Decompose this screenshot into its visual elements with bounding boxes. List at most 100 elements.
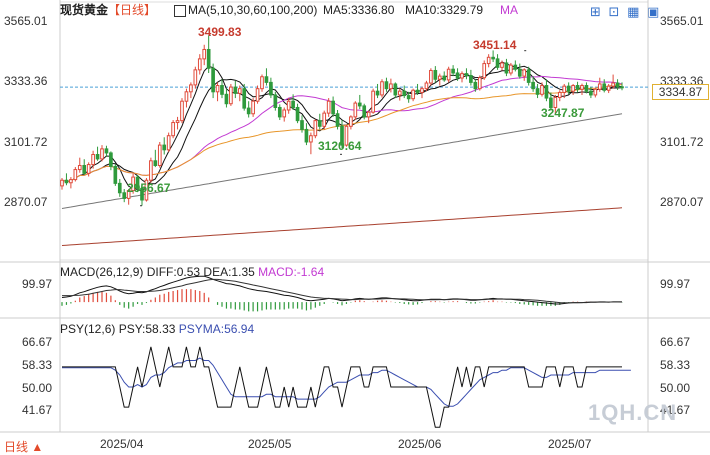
- psy-tick-right-1: 58.33: [660, 358, 691, 372]
- candle-body: [411, 89, 415, 100]
- candle-body: [251, 100, 255, 115]
- candle-body: [122, 192, 127, 199]
- expand-icon[interactable]: ⊞: [590, 4, 603, 19]
- candle-body: [215, 85, 220, 93]
- candle-body: [429, 69, 433, 84]
- candle-body: [486, 56, 491, 65]
- candle-body: [295, 106, 300, 122]
- y-tick-right-3: 2870.07: [660, 195, 704, 209]
- candle-body: [517, 68, 522, 77]
- candle-body: [384, 81, 389, 90]
- candle-body: [553, 96, 558, 108]
- candle-body: [113, 165, 118, 184]
- candle-body: [317, 120, 322, 127]
- candle-body: [482, 63, 487, 79]
- candle-body: [237, 88, 242, 94]
- candle-body: [193, 69, 198, 86]
- candle-body: [424, 82, 429, 90]
- candle-body: [495, 58, 500, 68]
- candle-body: [597, 83, 602, 90]
- candle-body: [100, 148, 104, 160]
- period-selector[interactable]: 【日线】: [108, 3, 157, 17]
- candle-body: [77, 164, 82, 171]
- candle-body: [109, 152, 113, 167]
- candle-body: [451, 68, 455, 74]
- period-badge[interactable]: 日线 ▲: [4, 440, 44, 454]
- candle-body: [415, 89, 420, 93]
- candle-body: [335, 113, 340, 127]
- psy-tick-right-0: 66.67: [660, 335, 691, 349]
- ma200-line: [61, 207, 623, 246]
- macd-tick-right: 99.97: [660, 277, 691, 291]
- candle-body: [82, 164, 87, 174]
- candle-body: [371, 90, 375, 113]
- annotation-low-3120: 3120.64: [318, 139, 362, 153]
- psyma-value: PSYMA:56.94: [178, 322, 255, 336]
- candle-body: [64, 179, 69, 184]
- candle-body: [229, 86, 233, 105]
- candle-body: [393, 83, 398, 96]
- psy-line: [62, 346, 622, 428]
- macd-diff: DIFF:0.53: [146, 265, 201, 279]
- candle-body: [406, 95, 411, 100]
- candle-body: [304, 128, 309, 143]
- psy-tick-left-2: 50.00: [22, 381, 53, 395]
- candle-body: [535, 88, 540, 95]
- ma-more-label: MA: [500, 3, 518, 17]
- macd-tick-left: 99.97: [22, 277, 53, 291]
- candle-body: [575, 85, 580, 90]
- candle-body: [509, 64, 513, 74]
- candle-body: [126, 190, 131, 199]
- grid-icon[interactable]: ▦: [627, 4, 642, 19]
- psy-legend: PSY(12,6) PSY:58.33 PSYMA:56.94: [60, 322, 254, 336]
- candle-body: [566, 85, 571, 92]
- settings-icon[interactable]: ▣: [646, 4, 662, 19]
- candle-body: [91, 154, 95, 166]
- x-label-0: 2025/04: [100, 437, 144, 451]
- psy-value: PSY:58.33: [118, 322, 176, 336]
- y-tick-left-2: 3101.72: [4, 135, 48, 149]
- candle-body: [277, 106, 282, 118]
- candle-body: [437, 75, 442, 80]
- candle-body: [500, 62, 504, 68]
- candle-body: [255, 88, 260, 102]
- macd-title: MACD(26,12,9): [60, 265, 144, 279]
- candle-body: [189, 84, 193, 93]
- candle-body: [402, 90, 407, 97]
- psyma-line: [62, 357, 631, 407]
- candle-body: [349, 116, 353, 127]
- candle-body: [562, 85, 567, 93]
- candle-body: [104, 148, 109, 154]
- candle-body: [620, 86, 624, 89]
- watermark: 1QH.CN: [588, 400, 678, 425]
- ma-toggle-checkbox[interactable]: [174, 5, 186, 17]
- candle-body: [153, 160, 158, 166]
- candle-body: [460, 73, 464, 79]
- candle-body: [544, 85, 549, 99]
- zoom-in-icon[interactable]: ⊡: [608, 4, 622, 19]
- candle-body: [300, 120, 304, 130]
- y-tick-left-1: 3333.36: [4, 74, 48, 88]
- candle-body: [504, 62, 509, 74]
- candle-body: [362, 105, 367, 118]
- candle-body: [197, 58, 202, 71]
- candle-body: [140, 187, 144, 201]
- candle-body: [446, 68, 451, 81]
- candle-body: [282, 109, 287, 118]
- candle-body: [175, 120, 180, 124]
- candle-body: [455, 72, 460, 79]
- candle-body: [149, 160, 153, 181]
- candle-body: [557, 91, 562, 98]
- candle-body: [549, 97, 553, 108]
- candle-body: [326, 100, 331, 114]
- x-label-3: 2025/07: [548, 437, 592, 451]
- candle-body: [602, 83, 607, 91]
- psy-title: PSY(12,6): [60, 322, 116, 336]
- y-tick-left-0: 3565.01: [4, 14, 48, 28]
- candle-body: [442, 75, 447, 81]
- candle-body: [144, 179, 149, 201]
- candle-body: [389, 83, 393, 90]
- toolbar-icons: ⊞ ⊡ ▦ ▣: [590, 2, 661, 22]
- ma10-value: MA10:3329.79: [405, 3, 484, 17]
